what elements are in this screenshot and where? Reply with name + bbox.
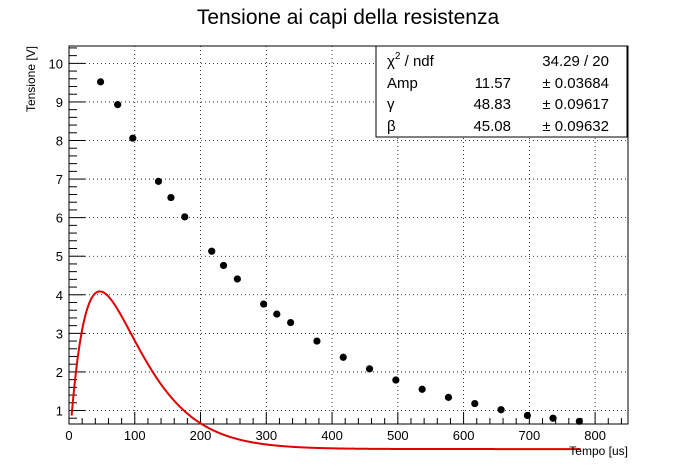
y-tick-label: 3: [56, 326, 63, 341]
data-point: [339, 353, 347, 361]
data-point: [260, 300, 268, 308]
stats-box-frame: [375, 45, 628, 138]
stats-gamma-error: ± 0.09617: [542, 96, 609, 113]
y-tick-label: 1: [56, 404, 63, 419]
x-axis-label: Tempo [us]: [569, 444, 628, 458]
y-tick-label: 9: [56, 95, 63, 110]
stats-gamma-value: 48.83: [473, 96, 511, 113]
y-tick-label: 7: [56, 172, 63, 187]
data-point: [181, 213, 189, 221]
data-point: [392, 376, 400, 384]
data-point: [287, 318, 295, 327]
y-tick-label: 10: [49, 56, 63, 71]
plot-frame: [68, 45, 629, 425]
stats-box: χ2 / ndf 34.29 / 20 Amp 11.57 ± 0.03684 …: [375, 45, 628, 138]
stats-amp-value: 11.57: [475, 75, 511, 92]
data-point: [167, 193, 175, 202]
x-tick-label: 200: [190, 428, 212, 443]
x-tick-label: 800: [584, 428, 606, 443]
data-point: [523, 411, 531, 420]
y-tick-label: 2: [56, 365, 63, 380]
y-tick-label: 5: [56, 249, 63, 264]
x-tick-label: 300: [255, 428, 277, 443]
y-tick-label: 4: [56, 288, 63, 303]
chart-title: Tensione ai capi della resistenza: [197, 6, 500, 29]
data-point: [471, 399, 479, 408]
data-point: [575, 417, 583, 425]
x-tick-label: 100: [124, 428, 146, 443]
data-point: [365, 365, 374, 373]
data-point: [444, 393, 453, 401]
data-point: [114, 101, 122, 109]
data-point: [154, 177, 163, 185]
stats-beta-error: ± 0.09632: [542, 118, 609, 135]
x-tick-label: 0: [65, 428, 72, 443]
fit-curve: [70, 290, 581, 451]
y-tick-label: 6: [56, 211, 63, 226]
stats-gamma-label: γ: [387, 96, 395, 113]
data-point: [233, 275, 241, 283]
axis-ticks: 0 100 200 300 400 500 600 700 800 1 2 3 4 5 6 7 8 9 10: [49, 47, 622, 443]
x-tick-label: 600: [453, 428, 475, 443]
data-point: [96, 78, 105, 86]
data-point: [208, 247, 216, 255]
y-axis-label: Tensione [V]: [24, 46, 38, 112]
data-point: [549, 414, 557, 422]
stats-amp-error: ± 0.03684: [542, 75, 609, 92]
data-point: [313, 337, 321, 345]
y-tick-label: 8: [56, 134, 63, 149]
x-tick-label: 500: [387, 428, 409, 443]
stats-chi2-value: 34.29 / 20: [542, 53, 609, 70]
data-point: [273, 310, 281, 318]
data-point: [219, 261, 228, 270]
data-point: [497, 406, 505, 414]
x-tick-label: 700: [519, 428, 541, 443]
x-tick-label: 400: [321, 428, 343, 443]
stats-beta-value: 45.08: [473, 118, 511, 135]
stats-beta-label: β: [387, 118, 396, 135]
data-point: [418, 385, 426, 393]
data-points: [96, 78, 583, 425]
stats-amp-label: Amp: [387, 75, 418, 92]
stats-chi2-label: χ2 / ndf: [387, 51, 435, 70]
data-point: [129, 134, 137, 142]
